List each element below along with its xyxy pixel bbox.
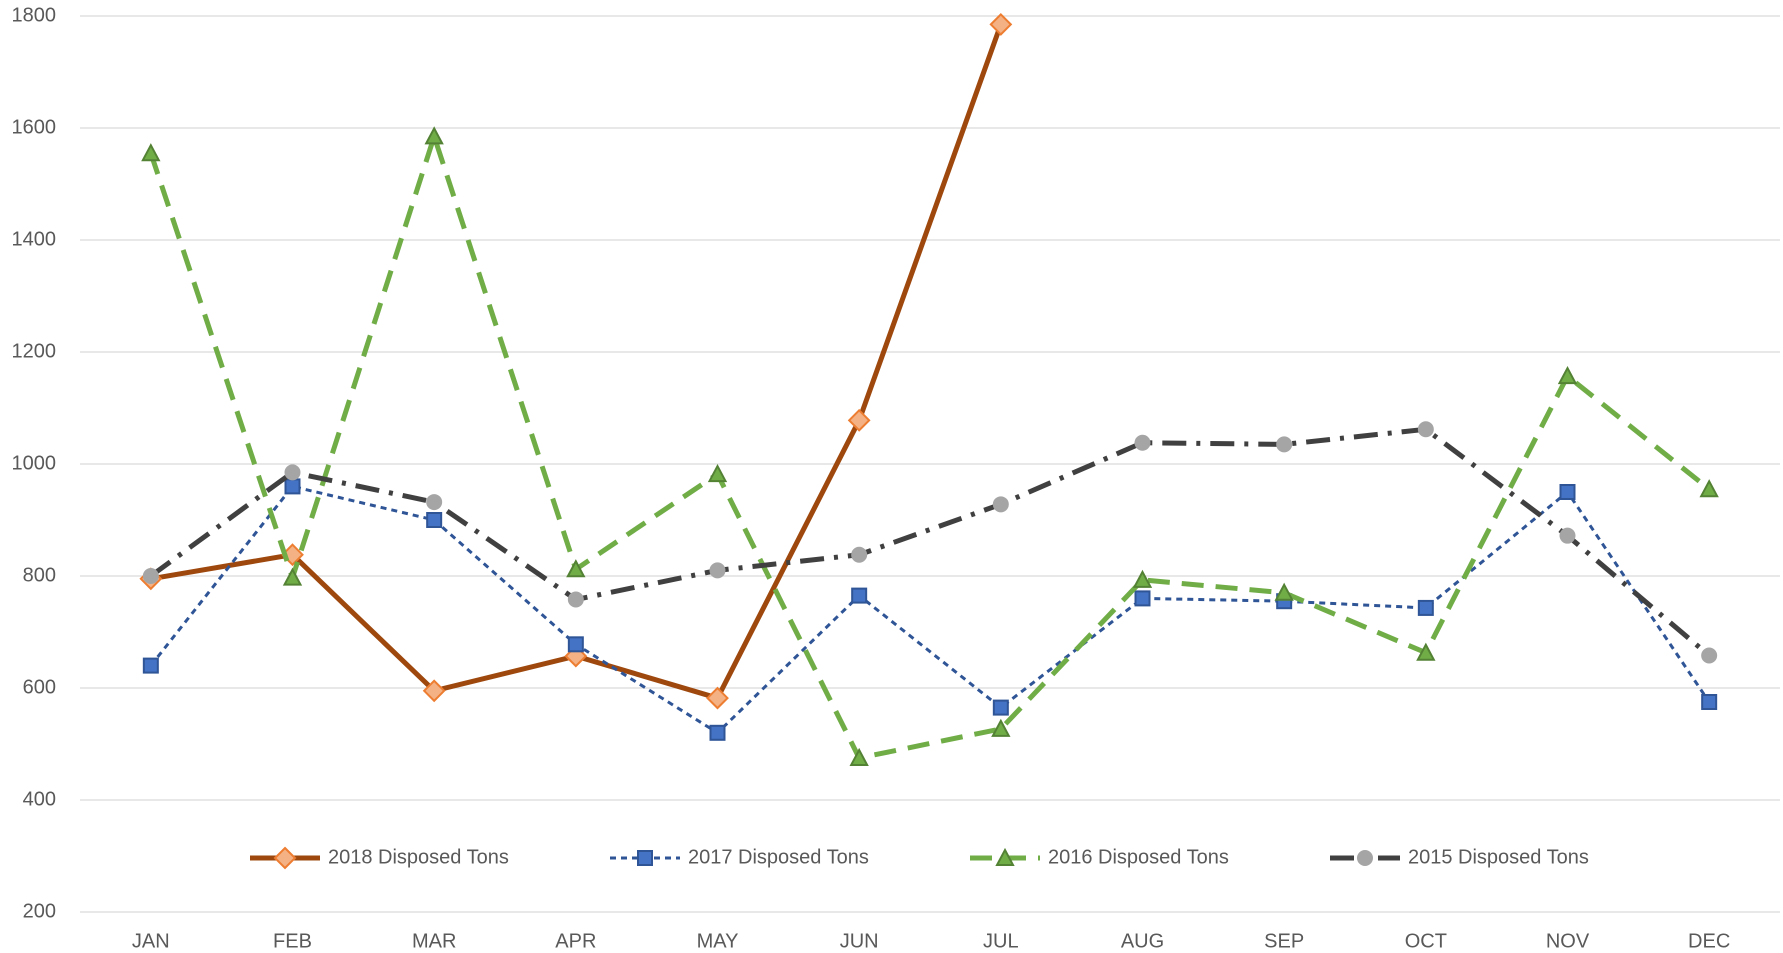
legend-marker [1357, 850, 1373, 866]
legend-label: 2017 Disposed Tons [688, 846, 869, 868]
legend-marker [637, 850, 653, 866]
data-point [567, 636, 584, 653]
legend-label: 2018 Disposed Tons [328, 846, 509, 868]
data-point [142, 568, 159, 584]
data-point [1416, 642, 1436, 661]
data-point [709, 724, 726, 741]
y-tick-label: 1200 [12, 340, 57, 362]
x-tick-label: NOV [1546, 930, 1590, 952]
x-tick-label: AUG [1121, 930, 1164, 952]
data-point [1701, 694, 1718, 710]
data-point [707, 463, 728, 483]
data-point [1276, 436, 1293, 453]
y-tick-label: 400 [23, 788, 56, 810]
data-point [851, 546, 868, 563]
y-tick-label: 1000 [12, 452, 57, 474]
data-point [847, 408, 871, 432]
y-tick-label: 1600 [12, 116, 57, 138]
y-tick-label: 200 [23, 900, 56, 922]
x-tick-label: OCT [1405, 930, 1447, 952]
data-point [426, 494, 443, 511]
x-tick-label: FEB [273, 930, 312, 952]
data-point [1134, 434, 1151, 451]
x-tick-label: SEP [1264, 930, 1304, 952]
data-point [992, 496, 1009, 513]
data-point [141, 143, 161, 162]
series-line [148, 128, 1711, 761]
data-point [284, 478, 301, 495]
data-point [992, 699, 1009, 716]
x-tick-label: JAN [132, 930, 170, 952]
y-tick-label: 600 [23, 676, 56, 698]
data-point [1132, 569, 1153, 588]
data-point [1701, 647, 1718, 664]
data-point [1699, 479, 1719, 498]
x-tick-label: JUL [983, 930, 1019, 952]
data-point [1417, 599, 1434, 616]
data-point [567, 591, 584, 608]
data-point [1134, 590, 1151, 607]
series-line [149, 484, 1711, 735]
legend-marker [273, 846, 297, 870]
data-point [282, 567, 303, 586]
data-point [1417, 421, 1434, 438]
data-point [1274, 582, 1294, 601]
data-point [142, 657, 159, 674]
data-point [566, 559, 586, 578]
x-tick-label: APR [555, 930, 596, 952]
legend-marker [995, 847, 1015, 866]
data-point [426, 512, 443, 528]
data-point [706, 686, 729, 710]
series-line [149, 426, 1711, 658]
legend-label: 2015 Disposed Tons [1408, 846, 1589, 868]
data-point [1557, 365, 1578, 385]
data-point [849, 747, 869, 766]
x-tick-label: MAR [412, 930, 456, 952]
x-tick-label: MAY [697, 930, 739, 952]
data-point [709, 562, 726, 579]
y-tick-label: 1800 [12, 4, 57, 26]
data-point [1559, 527, 1576, 544]
data-point [422, 679, 446, 703]
x-tick-label: DEC [1688, 930, 1730, 952]
data-point [284, 464, 301, 481]
data-point [989, 12, 1013, 36]
data-point [424, 126, 444, 145]
legend-label: 2016 Disposed Tons [1048, 846, 1229, 868]
data-point [1559, 484, 1576, 500]
x-tick-label: JUN [840, 930, 879, 952]
y-tick-label: 800 [23, 564, 56, 586]
data-point [851, 587, 868, 604]
y-tick-label: 1400 [12, 228, 57, 250]
data-point [991, 718, 1011, 737]
